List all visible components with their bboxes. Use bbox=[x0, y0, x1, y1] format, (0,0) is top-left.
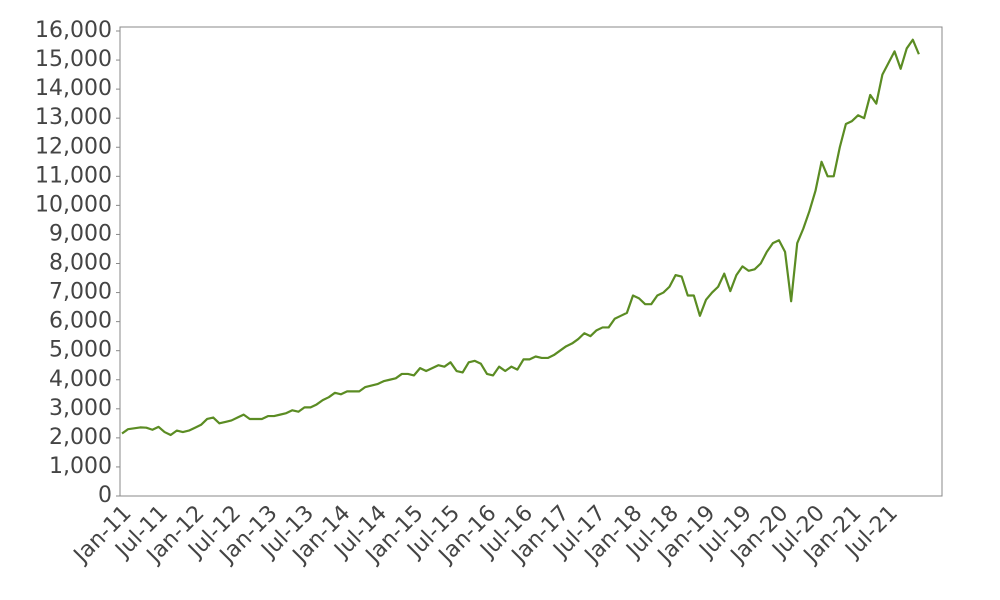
y-tick-label: 7,000 bbox=[49, 280, 112, 305]
y-tick-label: 12,000 bbox=[35, 134, 112, 159]
data-line bbox=[121, 38, 920, 437]
y-tick-label: 9,000 bbox=[49, 221, 112, 246]
y-tick-label: 0 bbox=[98, 483, 112, 508]
y-tick-label: 15,000 bbox=[35, 47, 112, 72]
y-tick-label: 5,000 bbox=[49, 338, 112, 363]
y-tick-label: 14,000 bbox=[35, 76, 112, 101]
y-tick-label: 11,000 bbox=[35, 163, 112, 188]
y-tick-label: 4,000 bbox=[49, 367, 112, 392]
y-tick-label: 6,000 bbox=[49, 309, 112, 334]
plot-frame bbox=[119, 26, 943, 497]
y-tick-label: 8,000 bbox=[49, 251, 112, 276]
y-tick-label: 2,000 bbox=[49, 425, 112, 450]
y-tick-label: 1,000 bbox=[49, 454, 112, 479]
y-tick-label: 16,000 bbox=[35, 18, 112, 43]
y-tick-label: 13,000 bbox=[35, 105, 112, 130]
y-tick-label: 3,000 bbox=[49, 396, 112, 421]
y-tick-label: 10,000 bbox=[35, 192, 112, 217]
